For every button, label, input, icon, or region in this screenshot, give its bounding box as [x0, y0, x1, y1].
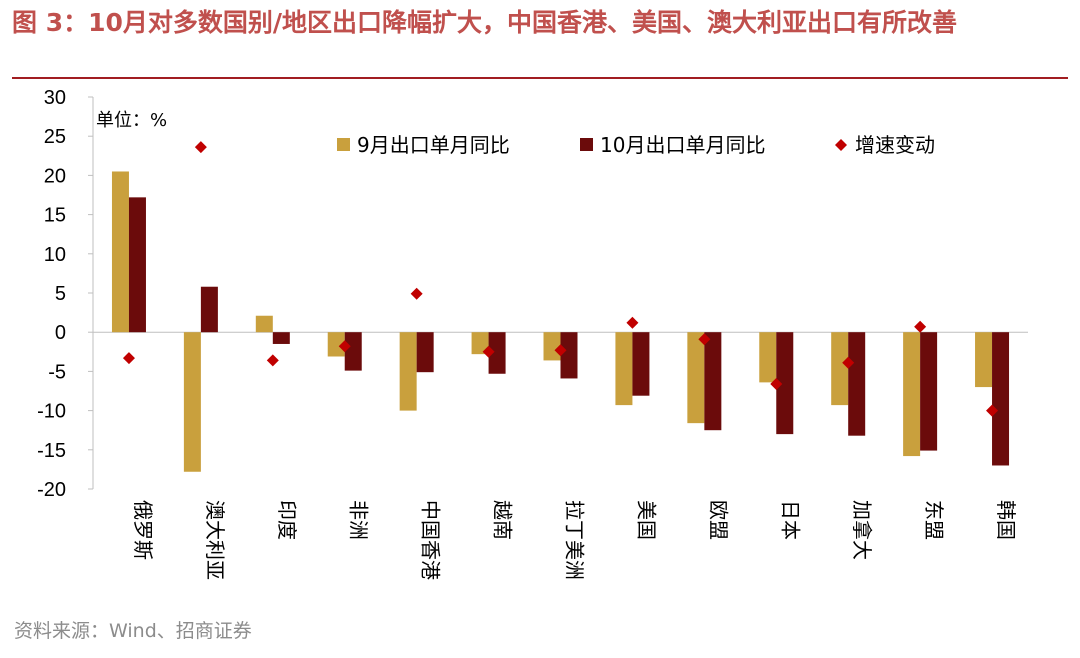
marker-change: [482, 345, 495, 358]
y-axis-ticks: 30 25 20 15 10 5 0 -5 -10 -15 -20: [37, 87, 93, 501]
y-tick-label: 15: [44, 205, 66, 227]
bar-sep: [615, 332, 633, 406]
bar-sep: [111, 171, 129, 333]
marker-change: [986, 404, 999, 417]
bar-oct: [272, 332, 290, 344]
bar-sep: [831, 332, 849, 406]
bar-oct: [560, 332, 578, 379]
title-rule: [12, 77, 1068, 79]
marker-change: [842, 356, 855, 369]
marker-change: [122, 352, 135, 365]
marker-change: [266, 354, 279, 367]
y-tick-label: -20: [37, 479, 66, 501]
y-tick-label: 0: [55, 322, 66, 344]
category-label: 东盟: [922, 500, 946, 540]
y-tick-label: -15: [37, 440, 66, 462]
bar-oct: [704, 332, 722, 431]
legend-swatch: [580, 138, 593, 151]
legend-swatch: [835, 139, 847, 151]
category-label: 俄罗斯: [131, 500, 155, 560]
marker-change: [410, 287, 423, 300]
category-label: 欧盟: [706, 500, 730, 540]
y-tick-label: -5: [48, 361, 66, 383]
category-label: 美国: [634, 500, 658, 540]
bar-oct: [200, 286, 218, 333]
y-tick-label: -10: [37, 401, 66, 423]
y-tick-label: 25: [44, 126, 66, 148]
legend: 9月出口单月同比 10月出口单月同比 增速变动: [337, 133, 935, 157]
marker-change: [554, 344, 567, 357]
x-axis-labels: 俄罗斯 澳大利亚 印度 非洲 中国香港 越南 拉丁美洲 美国 欧盟 日本 加拿大 东盟 韩国: [131, 500, 1018, 580]
bars: [111, 171, 1010, 472]
marker-change: [338, 340, 351, 353]
marker-change: [626, 316, 639, 329]
category-label: 澳大利亚: [203, 500, 227, 580]
bar-oct: [992, 332, 1010, 466]
chart-title: 图 3：10月对多数国别/地区出口降幅扩大，中国香港、美国、澳大利亚出口有所改善: [12, 8, 958, 37]
legend-swatch: [337, 138, 350, 151]
bar-sep: [759, 332, 777, 383]
marker-change: [914, 320, 927, 333]
chart: 30 25 20 15 10 5 0 -5 -10 -15 -20 俄罗斯 澳大利亚 印度 非洲 中国香港 越…: [37, 87, 1028, 580]
category-label: 加拿大: [850, 500, 874, 560]
bar-sep: [975, 332, 993, 388]
markers: [122, 141, 999, 417]
bar-oct: [848, 332, 866, 436]
bar-oct: [488, 332, 506, 374]
bar-sep: [255, 315, 273, 333]
marker-change: [194, 141, 207, 154]
bar-oct: [344, 332, 362, 371]
unit-label: 单位：%: [96, 110, 167, 131]
bar-sep: [183, 332, 201, 472]
legend-label: 增速变动: [855, 133, 935, 157]
category-label: 印度: [275, 500, 299, 540]
category-label: 越南: [491, 500, 515, 540]
category-label: 拉丁美洲: [563, 500, 587, 580]
category-label: 中国香港: [419, 500, 443, 580]
bar-oct: [776, 332, 794, 435]
bar-oct: [128, 197, 146, 333]
bar-sep: [903, 332, 921, 457]
y-tick-label: 10: [44, 244, 66, 266]
y-tick-label: 20: [44, 165, 66, 187]
bar-oct: [632, 332, 650, 396]
category-label: 非洲: [347, 500, 371, 540]
legend-label: 9月出口单月同比: [357, 133, 510, 157]
marker-change: [770, 377, 783, 390]
bar-sep: [399, 332, 417, 411]
source-note: 资料来源：Wind、招商证券: [14, 620, 252, 642]
bar-oct: [920, 332, 938, 451]
y-tick-label: 5: [55, 283, 66, 305]
bar-sep: [327, 332, 345, 357]
legend-label: 10月出口单月同比: [600, 133, 765, 157]
bar-oct: [416, 332, 434, 373]
bar-sep: [543, 332, 561, 361]
category-label: 韩国: [994, 500, 1018, 540]
bar-sep: [687, 332, 705, 424]
category-label: 日本: [778, 500, 802, 540]
marker-change: [698, 333, 711, 346]
y-tick-label: 30: [44, 87, 66, 109]
bar-sep: [471, 332, 489, 355]
